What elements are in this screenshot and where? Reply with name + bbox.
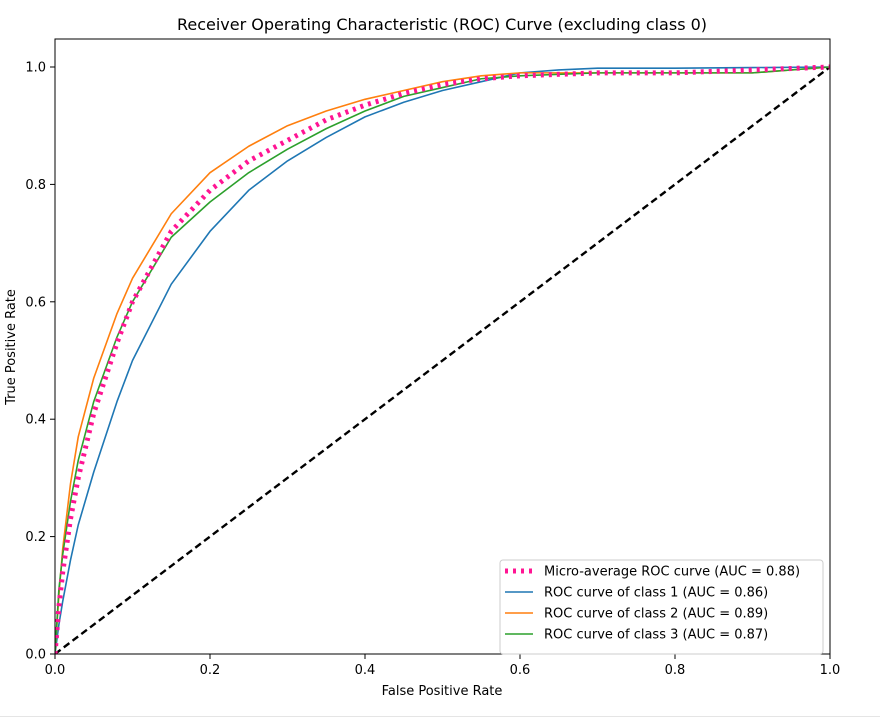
x-tick-label: 0.8 — [665, 663, 686, 678]
legend-entry: ROC curve of class 2 (AUC = 0.89) — [544, 607, 768, 622]
bottom-divider — [0, 716, 880, 717]
x-axis-label: False Positive Rate — [382, 684, 503, 699]
y-tick-label: 0.6 — [25, 295, 46, 310]
y-tick-label: 0.8 — [25, 178, 46, 193]
series-group — [55, 64, 830, 654]
x-tick-label: 0.4 — [355, 663, 376, 678]
y-tick-label: 1.0 — [25, 61, 46, 76]
y-tick-label: 0.0 — [25, 648, 46, 663]
plot-frame — [54, 38, 831, 655]
x-axis: 0.0 0.2 0.4 0.6 0.8 1.0 — [45, 654, 841, 678]
y-tick-label: 0.4 — [25, 413, 46, 428]
y-axis-label: True Positive Rate — [4, 289, 19, 406]
legend-entry: ROC curve of class 3 (AUC = 0.87) — [544, 628, 768, 643]
chart-title: Receiver Operating Characteristic (ROC) … — [177, 15, 707, 34]
class-1-roc-line — [55, 66, 830, 654]
x-tick-label: 0.0 — [45, 663, 66, 678]
x-tick-label: 1.0 — [820, 663, 841, 678]
legend-entry: ROC curve of class 1 (AUC = 0.86) — [544, 586, 768, 601]
legend-entry: Micro-average ROC curve (AUC = 0.88) — [544, 565, 800, 580]
legend: Micro-average ROC curve (AUC = 0.88) ROC … — [499, 559, 824, 655]
x-tick-label: 0.2 — [200, 663, 221, 678]
x-tick-label: 0.6 — [510, 663, 531, 678]
y-axis: 0.0 0.2 0.4 0.6 0.8 1.0 — [25, 61, 55, 663]
y-tick-label: 0.2 — [25, 530, 46, 545]
micro-average-line — [55, 64, 830, 654]
legend-box — [499, 559, 824, 655]
plot-area — [54, 38, 831, 655]
chance-diagonal-line — [55, 66, 830, 654]
